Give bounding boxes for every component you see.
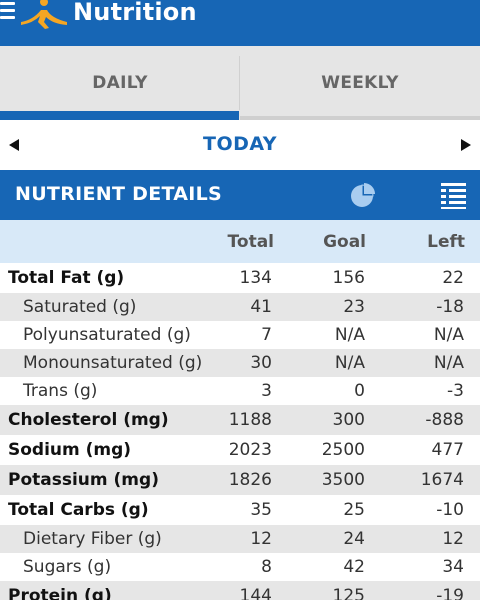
tab-weekly[interactable]: WEEKLY — [321, 73, 399, 93]
row-total: 7 — [261, 325, 272, 345]
row-goal: 125 — [332, 586, 365, 600]
row-goal: 23 — [343, 297, 365, 317]
column-header-total: Total — [227, 232, 274, 252]
row-left: -18 — [436, 297, 464, 317]
row-total: 144 — [239, 586, 272, 600]
app-bar: Nutrition — [0, 0, 480, 46]
row-left: -10 — [436, 500, 464, 520]
row-left: 12 — [442, 529, 464, 549]
tab-selected-indicator — [0, 111, 239, 120]
row-total: 35 — [250, 500, 272, 520]
row-label: Protein (g) — [8, 586, 112, 600]
row-goal: 24 — [343, 529, 365, 549]
row-total: 134 — [239, 268, 272, 288]
row-goal: 300 — [332, 410, 365, 430]
table-row: Trans (g) 3 0 -3 — [0, 377, 480, 405]
row-label: Total Fat (g) — [8, 268, 125, 288]
menu-icon[interactable] — [0, 2, 15, 22]
row-label: Sodium (mg) — [8, 440, 132, 460]
table-row: Potassium (mg) 1826 3500 1674 — [0, 465, 480, 495]
table-row: Polyunsaturated (g) 7 N/A N/A — [0, 321, 480, 349]
row-left: N/A — [433, 325, 464, 345]
tab-inactive-underline — [240, 116, 480, 120]
table-row: Sugars (g) 8 42 34 — [0, 553, 480, 581]
row-label: Saturated (g) — [23, 297, 137, 317]
pie-chart-icon[interactable] — [350, 182, 376, 208]
row-left: -19 — [436, 586, 464, 600]
date-label[interactable]: TODAY — [202, 133, 278, 155]
row-total: 3 — [261, 381, 272, 401]
section-title: NUTRIENT DETAILS — [15, 183, 223, 205]
table-row: Cholesterol (mg) 1188 300 -888 — [0, 405, 480, 435]
running-person-logo[interactable] — [19, 0, 69, 30]
row-total: 41 — [250, 297, 272, 317]
row-left: N/A — [433, 353, 464, 373]
row-total: 12 — [250, 529, 272, 549]
row-label: Trans (g) — [23, 381, 98, 401]
list-view-icon[interactable] — [440, 181, 468, 209]
row-goal: 25 — [343, 500, 365, 520]
row-left: 1674 — [420, 470, 464, 490]
previous-day-icon[interactable] — [9, 139, 19, 151]
nutrient-table: Total Fat (g) 134 156 22 Saturated (g) 4… — [0, 263, 480, 600]
column-header-left: Left — [427, 232, 465, 252]
row-label: Polyunsaturated (g) — [23, 325, 191, 345]
tab-bar: DAILY WEEKLY — [0, 46, 480, 120]
date-navigator: TODAY — [0, 120, 480, 170]
page-title: Nutrition — [73, 0, 197, 26]
table-row: Monounsaturated (g) 30 N/A N/A — [0, 349, 480, 377]
next-day-icon[interactable] — [461, 139, 471, 151]
row-goal: 0 — [354, 381, 365, 401]
row-left: 34 — [442, 557, 464, 577]
row-total: 2023 — [228, 440, 272, 460]
row-left: -3 — [447, 381, 464, 401]
row-total: 8 — [261, 557, 272, 577]
row-label: Dietary Fiber (g) — [23, 529, 162, 549]
row-goal: 156 — [332, 268, 365, 288]
table-row: Dietary Fiber (g) 12 24 12 — [0, 525, 480, 553]
table-row: Saturated (g) 41 23 -18 — [0, 293, 480, 321]
row-total: 1188 — [228, 410, 272, 430]
row-label: Monounsaturated (g) — [23, 353, 203, 373]
row-label: Total Carbs (g) — [8, 500, 149, 520]
column-headers: Total Goal Left — [0, 220, 480, 263]
row-label: Cholesterol (mg) — [8, 410, 169, 430]
row-left: 22 — [442, 268, 464, 288]
row-goal: 3500 — [321, 470, 365, 490]
column-header-goal: Goal — [323, 232, 366, 252]
table-row: Protein (g) 144 125 -19 — [0, 581, 480, 600]
row-label: Potassium (mg) — [8, 470, 159, 490]
table-row: Total Carbs (g) 35 25 -10 — [0, 495, 480, 525]
row-total: 1826 — [228, 470, 272, 490]
row-total: 30 — [250, 353, 272, 373]
tab-daily[interactable]: DAILY — [92, 73, 148, 93]
row-left: -888 — [425, 410, 464, 430]
tab-divider — [239, 56, 240, 110]
table-row: Sodium (mg) 2023 2500 477 — [0, 435, 480, 465]
table-row: Total Fat (g) 134 156 22 — [0, 263, 480, 293]
row-left: 477 — [431, 440, 464, 460]
row-goal: 42 — [343, 557, 365, 577]
row-label: Sugars (g) — [23, 557, 112, 577]
row-goal: N/A — [334, 353, 365, 373]
row-goal: N/A — [334, 325, 365, 345]
row-goal: 2500 — [321, 440, 365, 460]
nutrient-details-header: NUTRIENT DETAILS — [0, 170, 480, 220]
